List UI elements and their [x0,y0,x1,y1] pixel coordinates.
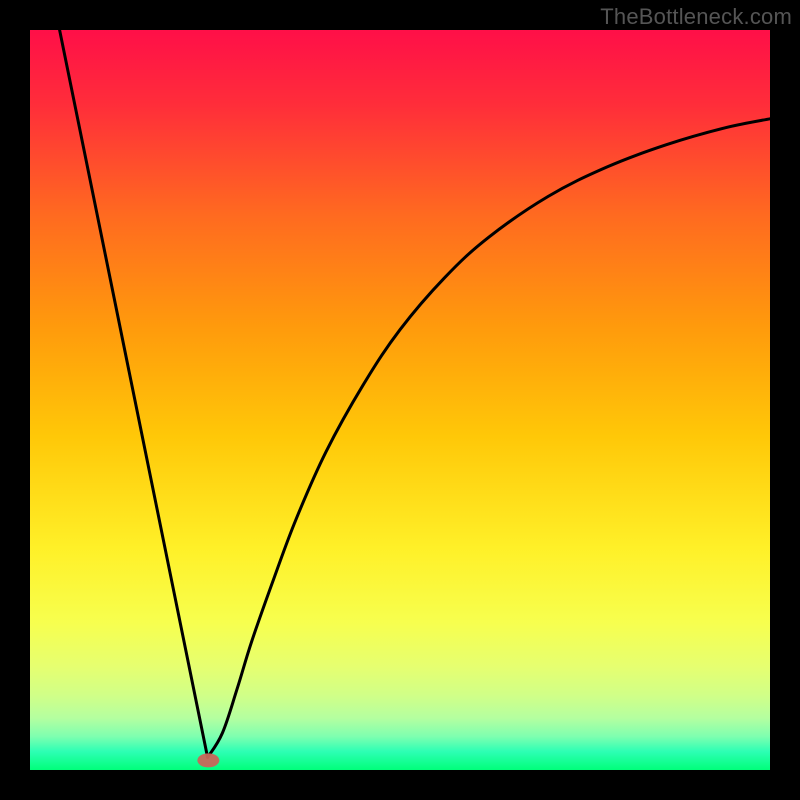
bottleneck-chart [0,0,800,800]
chart-frame: TheBottleneck.com [0,0,800,800]
plot-background [30,30,770,770]
watermark-label: TheBottleneck.com [600,4,792,30]
optimum-marker [197,753,219,767]
